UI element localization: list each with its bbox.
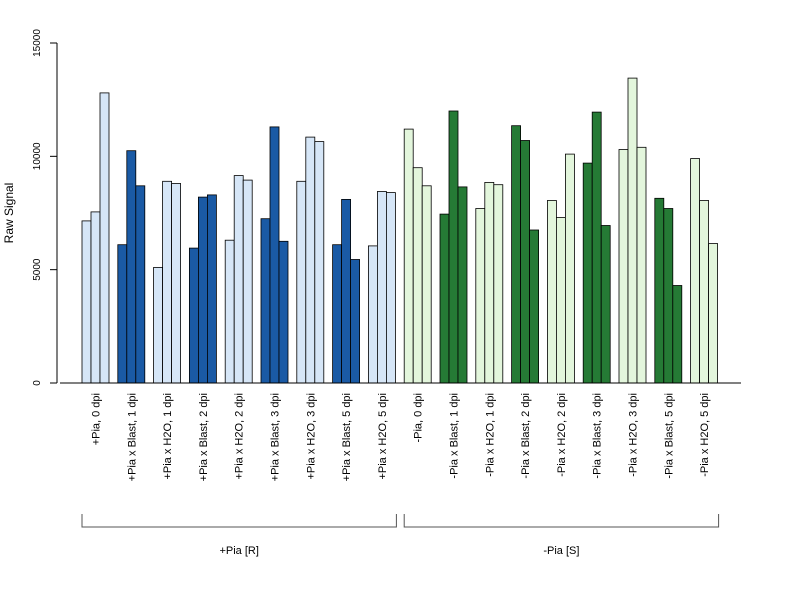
bar <box>341 198 352 384</box>
bar <box>421 185 432 384</box>
bar <box>448 110 459 384</box>
bar <box>529 229 539 384</box>
bar <box>618 149 629 384</box>
bar <box>260 218 271 384</box>
x-tick-label: +Pia x Blast, 2 dpi <box>198 393 210 481</box>
group-label: -Pia [S] <box>543 545 579 557</box>
bar <box>511 125 522 384</box>
group-brackets: +Pia [R] -Pia [S] <box>81 514 720 557</box>
bar <box>654 197 665 384</box>
bar <box>636 146 647 384</box>
bar <box>475 208 486 384</box>
bar <box>188 247 199 384</box>
group-bracket <box>403 514 720 528</box>
x-tick-label: -Pia x H2O, 5 dpi <box>699 393 711 477</box>
bar <box>278 240 289 384</box>
x-tick-label: -Pia x Blast, 3 dpi <box>592 393 604 479</box>
y-axis-label: Raw Signal <box>2 183 16 244</box>
bars <box>81 77 718 384</box>
bar <box>672 285 683 384</box>
bar <box>376 191 387 384</box>
bar <box>484 181 495 384</box>
bar <box>493 184 504 384</box>
bar <box>171 183 182 384</box>
bar <box>153 266 164 384</box>
bar <box>600 225 611 384</box>
x-tick-label: -Pia x H2O, 3 dpi <box>628 393 640 477</box>
x-tick-label: -Pia, 0 dpi <box>413 393 425 443</box>
bar <box>233 175 244 384</box>
x-tick-label: -Pia x H2O, 2 dpi <box>556 393 568 477</box>
x-tick-label: -Pia x H2O, 1 dpi <box>484 393 496 477</box>
bar <box>314 141 325 384</box>
bar <box>269 126 280 384</box>
bar <box>385 192 396 384</box>
bar <box>439 213 450 384</box>
bar <box>197 196 208 384</box>
bar <box>126 150 137 384</box>
bar <box>627 77 638 384</box>
bar <box>117 244 128 384</box>
x-tick-label: +Pia, 0 dpi <box>91 393 103 445</box>
x-tick-label: +Pia x H2O, 3 dpi <box>305 393 317 480</box>
x-tick-label: -Pia x Blast, 2 dpi <box>520 393 532 479</box>
bar <box>99 92 110 384</box>
bar <box>135 185 146 384</box>
group-label: +Pia [R] <box>219 545 258 557</box>
y-axis: 0 5000 10000 15000 <box>32 29 58 386</box>
bar <box>206 194 217 384</box>
bar <box>556 217 566 384</box>
bar <box>162 180 173 384</box>
bar <box>350 259 361 384</box>
bar <box>305 136 316 384</box>
bar <box>699 200 709 384</box>
bar <box>457 186 468 384</box>
x-tick-label: -Pia x Blast, 1 dpi <box>449 393 461 479</box>
bar <box>403 128 414 384</box>
bar <box>520 140 530 384</box>
bar <box>296 180 307 384</box>
x-tick-label: +Pia x Blast, 5 dpi <box>341 393 353 481</box>
x-tick-label: +Pia x H2O, 1 dpi <box>162 393 174 480</box>
x-tick-label: +Pia x Blast, 1 dpi <box>126 393 138 481</box>
y-tick-label: 5000 <box>32 258 43 281</box>
x-tick-label: +Pia x H2O, 2 dpi <box>234 393 246 480</box>
bar <box>224 239 235 384</box>
bar <box>708 243 718 384</box>
x-tick-label: -Pia x Blast, 5 dpi <box>663 393 675 479</box>
y-tick-label: 10000 <box>32 142 43 170</box>
bar <box>547 200 557 384</box>
bar <box>367 245 378 384</box>
bar <box>565 153 575 384</box>
bar <box>332 244 343 384</box>
x-tick-labels: +Pia, 0 dpi +Pia x Blast, 1 dpi +Pia x H2O… <box>91 393 712 481</box>
y-tick-label: 0 <box>32 380 43 386</box>
bar <box>81 220 92 384</box>
x-tick-label: +Pia x Blast, 3 dpi <box>270 393 282 481</box>
group-bracket <box>81 514 397 528</box>
bar <box>412 167 423 384</box>
bar <box>690 158 700 384</box>
bar <box>90 211 101 384</box>
bar <box>663 208 674 384</box>
x-tick-label: +Pia x H2O, 5 dpi <box>377 393 389 480</box>
y-tick-label: 15000 <box>32 29 43 57</box>
bar <box>582 162 593 384</box>
bar <box>242 179 253 384</box>
bar <box>591 111 602 384</box>
